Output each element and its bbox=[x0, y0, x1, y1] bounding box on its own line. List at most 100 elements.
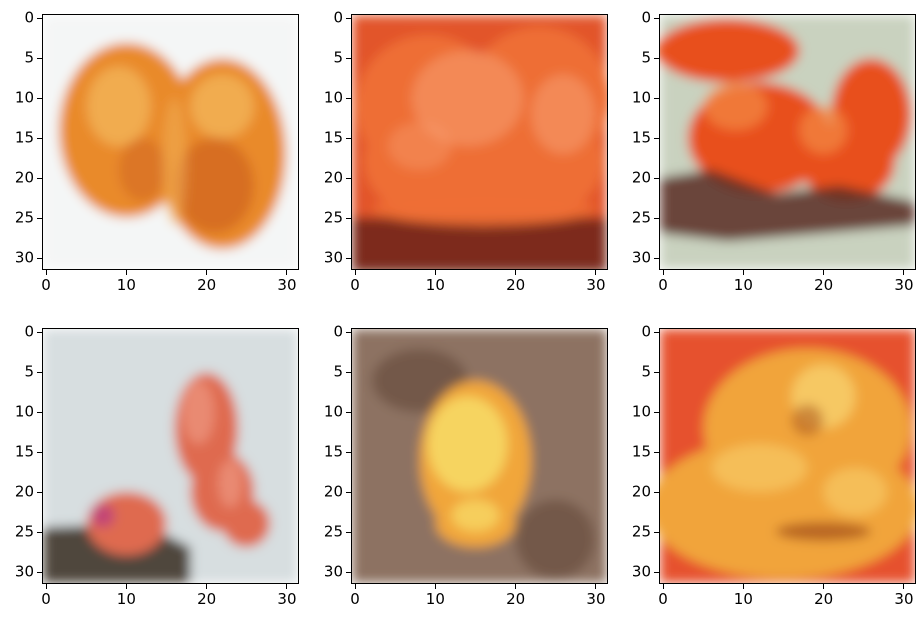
y-tick-label: 15 bbox=[631, 128, 651, 147]
x-tick-label: 20 bbox=[197, 590, 217, 608]
y-tick-mark bbox=[37, 331, 42, 333]
image-thumbnail-4 bbox=[42, 328, 299, 584]
y-tick-label: 5 bbox=[641, 48, 651, 67]
x-tick-label: 10 bbox=[425, 276, 445, 294]
y-tick-mark bbox=[654, 491, 659, 493]
y-tick-mark bbox=[346, 371, 351, 373]
y-tick-label: 15 bbox=[631, 442, 651, 461]
image-thumbnail-2 bbox=[351, 14, 608, 270]
y-tick-mark bbox=[654, 411, 659, 413]
y-tick-mark bbox=[37, 411, 42, 413]
y-tick-label: 5 bbox=[333, 362, 343, 381]
y-tick-label: 0 bbox=[24, 8, 34, 27]
x-tick-mark bbox=[903, 270, 905, 275]
x-tick-mark bbox=[595, 270, 597, 275]
y-tick-mark bbox=[346, 331, 351, 333]
x-tick-mark bbox=[125, 270, 127, 275]
x-tick-label: 30 bbox=[277, 276, 297, 294]
y-tick-mark bbox=[346, 411, 351, 413]
x-tick-label: 0 bbox=[41, 276, 51, 294]
x-tick-label: 0 bbox=[658, 276, 668, 294]
y-tick-label: 25 bbox=[14, 208, 34, 227]
y-tick-label: 10 bbox=[323, 402, 343, 421]
y-tick-label: 25 bbox=[631, 522, 651, 541]
y-tick-label: 0 bbox=[641, 8, 651, 27]
y-tick-mark bbox=[346, 257, 351, 259]
x-tick-mark bbox=[45, 270, 47, 275]
y-tick-mark bbox=[37, 257, 42, 259]
y-tick-mark bbox=[654, 57, 659, 59]
x-tick-mark bbox=[742, 584, 744, 589]
y-tick-label: 20 bbox=[323, 482, 343, 501]
y-tick-mark bbox=[346, 571, 351, 573]
x-tick-mark bbox=[823, 270, 825, 275]
y-tick-mark bbox=[654, 531, 659, 533]
y-tick-label: 10 bbox=[14, 88, 34, 107]
x-tick-label: 30 bbox=[586, 276, 606, 294]
x-tick-mark bbox=[45, 584, 47, 589]
y-tick-mark bbox=[346, 531, 351, 533]
image-panel-4: 0 10 20 30 0 5 10 15 20 25 30 bbox=[15, 324, 299, 607]
image-thumbnail-1 bbox=[42, 14, 299, 270]
x-tick-mark bbox=[206, 584, 208, 589]
y-tick-mark bbox=[37, 217, 42, 219]
y-tick-mark bbox=[37, 177, 42, 179]
y-tick-mark bbox=[37, 451, 42, 453]
x-tick-label: 10 bbox=[116, 276, 136, 294]
y-tick-label: 10 bbox=[631, 402, 651, 421]
y-tick-mark bbox=[654, 257, 659, 259]
y-tick-label: 0 bbox=[24, 322, 34, 341]
y-tick-mark bbox=[654, 217, 659, 219]
y-tick-label: 20 bbox=[631, 168, 651, 187]
y-tick-label: 10 bbox=[14, 402, 34, 421]
y-tick-label: 30 bbox=[631, 562, 651, 581]
x-tick-mark bbox=[286, 270, 288, 275]
y-tick-mark bbox=[654, 177, 659, 179]
x-tick-label: 30 bbox=[586, 590, 606, 608]
y-tick-label: 30 bbox=[14, 562, 34, 581]
y-tick-label: 10 bbox=[631, 88, 651, 107]
y-tick-label: 25 bbox=[631, 208, 651, 227]
y-tick-mark bbox=[346, 137, 351, 139]
y-tick-mark bbox=[346, 97, 351, 99]
y-tick-label: 10 bbox=[323, 88, 343, 107]
y-tick-label: 20 bbox=[323, 168, 343, 187]
y-tick-label: 0 bbox=[333, 322, 343, 341]
x-tick-mark bbox=[903, 584, 905, 589]
image-panel-3: 0 10 20 30 0 5 10 15 20 25 30 bbox=[632, 10, 916, 293]
y-tick-mark bbox=[654, 97, 659, 99]
x-tick-label: 0 bbox=[41, 590, 51, 608]
x-tick-label: 20 bbox=[506, 590, 526, 608]
x-tick-label: 20 bbox=[197, 276, 217, 294]
y-tick-mark bbox=[654, 17, 659, 19]
image-thumbnail-6 bbox=[659, 328, 916, 584]
y-tick-label: 5 bbox=[24, 48, 34, 67]
y-tick-mark bbox=[346, 451, 351, 453]
y-tick-mark bbox=[654, 371, 659, 373]
y-tick-mark bbox=[37, 571, 42, 573]
x-tick-mark bbox=[286, 584, 288, 589]
y-tick-mark bbox=[37, 371, 42, 373]
y-tick-label: 0 bbox=[333, 8, 343, 27]
image-panel-5: 0 10 20 30 0 5 10 15 20 25 30 bbox=[324, 324, 608, 607]
x-tick-mark bbox=[354, 270, 356, 275]
x-tick-mark bbox=[823, 584, 825, 589]
y-tick-mark bbox=[37, 57, 42, 59]
x-tick-label: 20 bbox=[814, 590, 834, 608]
y-tick-mark bbox=[654, 571, 659, 573]
x-tick-label: 0 bbox=[658, 590, 668, 608]
x-tick-label: 20 bbox=[506, 276, 526, 294]
y-tick-label: 20 bbox=[14, 482, 34, 501]
x-tick-mark bbox=[125, 584, 127, 589]
x-tick-label: 10 bbox=[425, 590, 445, 608]
x-tick-label: 0 bbox=[350, 276, 360, 294]
y-tick-label: 30 bbox=[323, 562, 343, 581]
y-tick-mark bbox=[346, 217, 351, 219]
x-tick-mark bbox=[515, 584, 517, 589]
x-tick-label: 30 bbox=[894, 590, 914, 608]
y-tick-mark bbox=[37, 531, 42, 533]
image-panel-2: 0 10 20 30 0 5 10 15 20 25 30 bbox=[324, 10, 608, 293]
y-tick-label: 25 bbox=[14, 522, 34, 541]
x-tick-label: 30 bbox=[277, 590, 297, 608]
x-tick-label: 0 bbox=[350, 590, 360, 608]
